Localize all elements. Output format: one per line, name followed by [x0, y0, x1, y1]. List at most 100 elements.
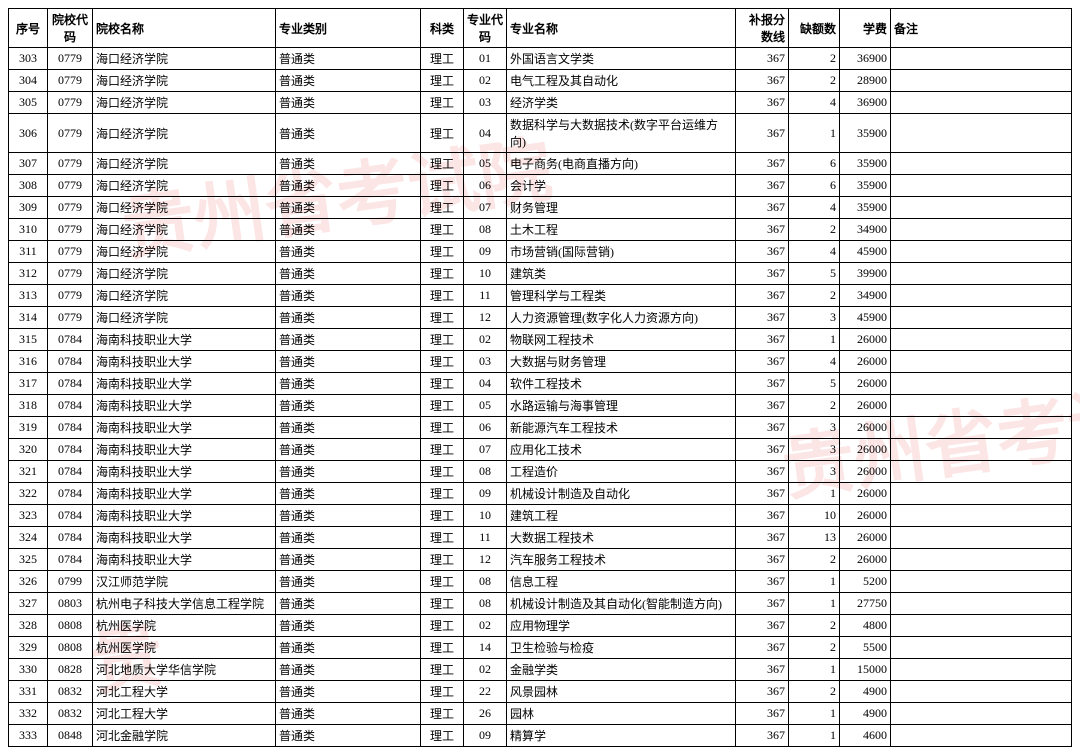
- cell-note: [891, 549, 1072, 571]
- cell-major-name: 电气工程及其自动化: [507, 70, 736, 92]
- cell-seq: 322: [9, 483, 48, 505]
- header-seq: 序号: [9, 9, 48, 48]
- cell-major-code: 05: [464, 395, 507, 417]
- cell-major-code: 06: [464, 175, 507, 197]
- cell-seq: 328: [9, 615, 48, 637]
- cell-subject: 理工: [421, 439, 464, 461]
- cell-note: [891, 483, 1072, 505]
- cell-major-code: 10: [464, 505, 507, 527]
- cell-tuition: 26000: [840, 549, 891, 571]
- cell-vacancy: 2: [789, 681, 840, 703]
- table-row: 3310832河北工程大学普通类理工22风景园林36724900: [9, 681, 1072, 703]
- cell-vacancy: 3: [789, 461, 840, 483]
- cell-school-name: 海口经济学院: [93, 197, 276, 219]
- cell-category: 普通类: [276, 92, 421, 114]
- cell-note: [891, 307, 1072, 329]
- cell-major-name: 机械设计制造及自动化: [507, 483, 736, 505]
- cell-seq: 313: [9, 285, 48, 307]
- cell-note: [891, 197, 1072, 219]
- cell-subject: 理工: [421, 659, 464, 681]
- cell-score-line: 367: [736, 549, 789, 571]
- cell-tuition: 4900: [840, 703, 891, 725]
- cell-vacancy: 2: [789, 70, 840, 92]
- cell-major-name: 卫生检验与检疫: [507, 637, 736, 659]
- cell-school-name: 海口经济学院: [93, 241, 276, 263]
- cell-category: 普通类: [276, 197, 421, 219]
- cell-score-line: 367: [736, 395, 789, 417]
- cell-score-line: 367: [736, 153, 789, 175]
- cell-vacancy: 5: [789, 263, 840, 285]
- cell-seq: 321: [9, 461, 48, 483]
- cell-school-name: 海口经济学院: [93, 175, 276, 197]
- cell-category: 普通类: [276, 114, 421, 153]
- cell-vacancy: 1: [789, 659, 840, 681]
- cell-school-code: 0779: [48, 48, 93, 70]
- cell-major-code: 12: [464, 549, 507, 571]
- cell-score-line: 367: [736, 461, 789, 483]
- table-row: 3260799汉江师范学院普通类理工08信息工程36715200: [9, 571, 1072, 593]
- cell-subject: 理工: [421, 461, 464, 483]
- cell-major-name: 物联网工程技术: [507, 329, 736, 351]
- header-tuition: 学费: [840, 9, 891, 48]
- header-note: 备注: [891, 9, 1072, 48]
- cell-subject: 理工: [421, 329, 464, 351]
- cell-school-code: 0779: [48, 241, 93, 263]
- cell-subject: 理工: [421, 615, 464, 637]
- cell-subject: 理工: [421, 527, 464, 549]
- cell-tuition: 26000: [840, 351, 891, 373]
- cell-major-name: 信息工程: [507, 571, 736, 593]
- cell-score-line: 367: [736, 197, 789, 219]
- cell-note: [891, 637, 1072, 659]
- cell-vacancy: 4: [789, 92, 840, 114]
- table-row: 3140779海口经济学院普通类理工12人力资源管理(数字化人力资源方向)367…: [9, 307, 1072, 329]
- cell-vacancy: 2: [789, 48, 840, 70]
- cell-category: 普通类: [276, 219, 421, 241]
- cell-school-name: 海口经济学院: [93, 219, 276, 241]
- cell-school-name: 海南科技职业大学: [93, 417, 276, 439]
- cell-major-name: 新能源汽车工程技术: [507, 417, 736, 439]
- cell-seq: 304: [9, 70, 48, 92]
- cell-score-line: 367: [736, 285, 789, 307]
- cell-category: 普通类: [276, 153, 421, 175]
- cell-score-line: 367: [736, 373, 789, 395]
- cell-school-code: 0784: [48, 351, 93, 373]
- cell-school-code: 0779: [48, 92, 93, 114]
- cell-seq: 329: [9, 637, 48, 659]
- cell-seq: 320: [9, 439, 48, 461]
- cell-tuition: 36900: [840, 92, 891, 114]
- cell-note: [891, 351, 1072, 373]
- cell-category: 普通类: [276, 615, 421, 637]
- cell-seq: 326: [9, 571, 48, 593]
- cell-school-name: 河北地质大学华信学院: [93, 659, 276, 681]
- table-row: 3100779海口经济学院普通类理工08土木工程367234900: [9, 219, 1072, 241]
- cell-tuition: 5200: [840, 571, 891, 593]
- cell-subject: 理工: [421, 593, 464, 615]
- cell-seq: 307: [9, 153, 48, 175]
- cell-note: [891, 725, 1072, 747]
- cell-school-name: 河北金融学院: [93, 725, 276, 747]
- cell-school-name: 海南科技职业大学: [93, 439, 276, 461]
- cell-major-name: 应用物理学: [507, 615, 736, 637]
- cell-score-line: 367: [736, 48, 789, 70]
- cell-school-code: 0784: [48, 549, 93, 571]
- cell-major-name: 汽车服务工程技术: [507, 549, 736, 571]
- cell-seq: 318: [9, 395, 48, 417]
- cell-school-name: 汉江师范学院: [93, 571, 276, 593]
- cell-score-line: 367: [736, 307, 789, 329]
- table-row: 3300828河北地质大学华信学院普通类理工02金融学类367115000: [9, 659, 1072, 681]
- table-row: 3040779海口经济学院普通类理工02电气工程及其自动化367228900: [9, 70, 1072, 92]
- cell-major-code: 11: [464, 527, 507, 549]
- cell-vacancy: 2: [789, 615, 840, 637]
- cell-tuition: 26000: [840, 505, 891, 527]
- cell-category: 普通类: [276, 637, 421, 659]
- cell-category: 普通类: [276, 70, 421, 92]
- cell-subject: 理工: [421, 48, 464, 70]
- cell-tuition: 28900: [840, 70, 891, 92]
- cell-tuition: 27750: [840, 593, 891, 615]
- cell-score-line: 367: [736, 659, 789, 681]
- cell-school-code: 0808: [48, 615, 93, 637]
- cell-major-code: 11: [464, 285, 507, 307]
- header-school-code: 院校代码: [48, 9, 93, 48]
- cell-school-name: 海口经济学院: [93, 153, 276, 175]
- cell-note: [891, 417, 1072, 439]
